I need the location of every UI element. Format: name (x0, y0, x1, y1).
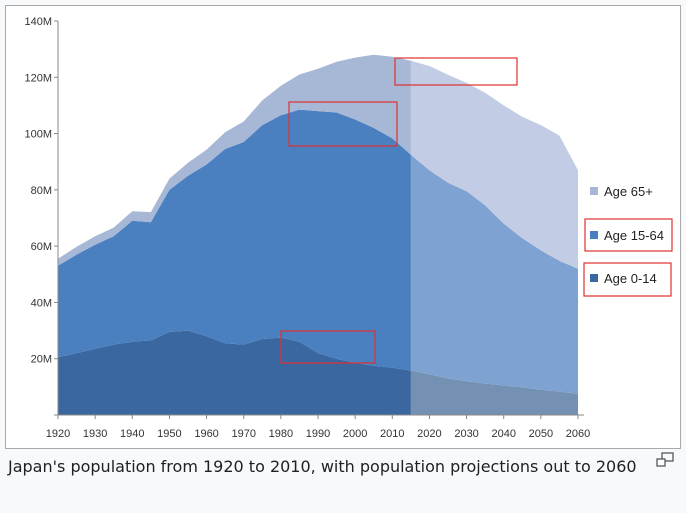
x-tick-label: 2040 (491, 428, 515, 440)
y-tick-label: 40M (31, 297, 52, 309)
legend-label-age-65-: Age 65+ (604, 184, 653, 199)
y-tick-label: 100M (24, 129, 52, 141)
y-tick-label: 140M (24, 16, 52, 28)
area-age-65- (58, 54, 411, 266)
x-tick-label: 2030 (454, 428, 478, 440)
highlight-box (288, 101, 398, 147)
x-tick-label: 2020 (417, 428, 441, 440)
x-tick-label: 2050 (529, 428, 553, 440)
legend-swatch-age-0-14 (590, 274, 598, 282)
y-tick-label: 60M (31, 241, 52, 253)
x-tick-label: 1950 (157, 428, 181, 440)
legend-label-age-0-14: Age 0-14 (604, 271, 657, 286)
population-chart: 20M 40M 60M 80M 100M 120M 140M 1920 1930 1940 1950… (24, 16, 673, 440)
highlight-box (280, 330, 376, 364)
area-age-15-64 (58, 109, 411, 371)
area-projected-age-15-64 (410, 154, 578, 394)
x-tick-label: 1960 (194, 428, 218, 440)
x-tick-label: 2060 (566, 428, 590, 440)
highlight-box (583, 262, 672, 297)
legend-swatch-age-15-64 (590, 231, 598, 239)
x-tick-label: 1990 (306, 428, 330, 440)
legend-label-age-15-64: Age 15-64 (604, 228, 664, 243)
highlight-box (394, 57, 518, 86)
x-tick-label: 1940 (120, 428, 144, 440)
x-tick-label: 1970 (231, 428, 255, 440)
y-tick-label: 20M (31, 354, 52, 366)
area-projected-age-0-14 (410, 370, 578, 415)
y-tick-label: 80M (31, 185, 52, 197)
enlarge-icon[interactable] (655, 452, 675, 468)
x-tick-label: 1980 (269, 428, 293, 440)
area-age-0-14 (58, 330, 411, 415)
x-tick-label: 1920 (46, 428, 70, 440)
highlight-box (584, 218, 673, 252)
chart-frame: 20M 40M 60M 80M 100M 120M 140M 1920 1930 1940 1950… (5, 5, 681, 449)
figure-caption: Japan's population from 1920 to 2010, wi… (8, 457, 637, 476)
legend-swatch-age-65- (590, 187, 598, 195)
area-projected-age-65- (410, 60, 578, 269)
y-tick-label: 120M (24, 72, 52, 84)
x-tick-label: 2000 (343, 428, 367, 440)
x-tick-label: 2010 (380, 428, 404, 440)
x-tick-label: 1930 (83, 428, 107, 440)
